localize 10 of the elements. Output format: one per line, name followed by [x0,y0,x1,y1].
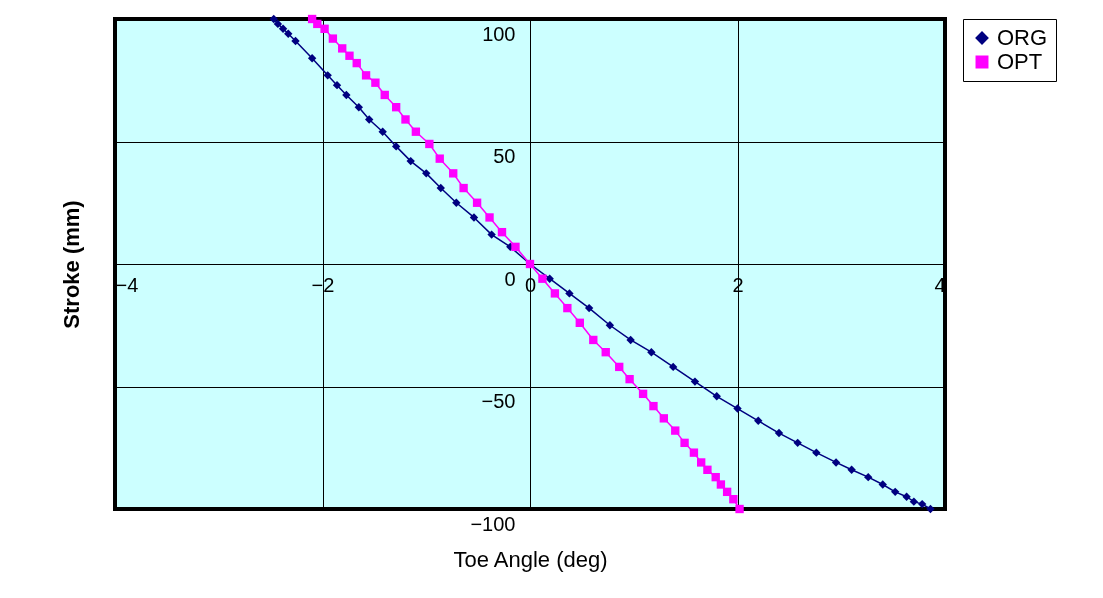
x-axis-title: Toe Angle (deg) [453,546,608,572]
x-tick-label: −4 [115,273,139,296]
y-axis-title: Stroke (mm) [58,200,84,329]
x-tick-label: 4 [934,273,946,296]
legend-label: OPT [997,49,1043,74]
y-tick-label: 100 [482,22,516,45]
legend-label: ORG [997,25,1048,50]
y-tick-label: −100 [470,512,516,535]
y-tick-label: −50 [481,390,516,412]
y-tick-label: 50 [493,145,516,167]
